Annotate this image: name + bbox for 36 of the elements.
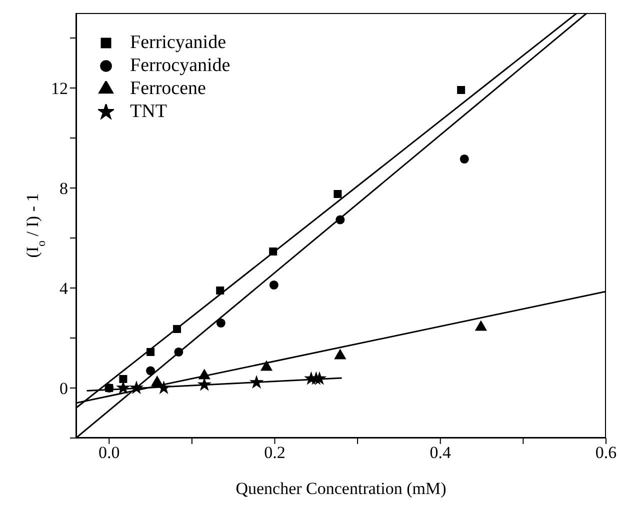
point: [336, 215, 345, 224]
x-tick-label: 0.6: [595, 443, 617, 462]
point: [460, 154, 469, 164]
y-tick-label: 4: [60, 279, 68, 298]
point: [334, 348, 346, 360]
legend-label: Ferrocene: [130, 78, 206, 100]
point: [174, 347, 184, 357]
point: [334, 190, 342, 198]
legend-label: TNT: [130, 100, 167, 122]
point: [260, 360, 273, 371]
x-tick-label: 0.4: [430, 443, 452, 462]
point: [312, 371, 327, 385]
y-tick-label: 12: [51, 79, 68, 98]
x-tick-label: 0.2: [264, 443, 286, 462]
x-axis-title: Quencher Concentration (mM): [236, 479, 446, 498]
point: [198, 368, 210, 380]
y-tick-label: 0: [60, 379, 68, 398]
y-tick-label: 8: [60, 179, 68, 198]
point: [146, 348, 155, 356]
point: [216, 286, 224, 294]
point: [269, 280, 278, 290]
point: [457, 86, 466, 94]
legend-label: Ferricyanide: [130, 32, 226, 54]
point: [269, 248, 278, 256]
point: [216, 318, 226, 328]
point: [156, 380, 171, 394]
point: [129, 380, 144, 394]
point: [197, 377, 212, 391]
x-tick-label: 0.0: [98, 443, 120, 462]
point: [474, 320, 488, 331]
point: [151, 375, 164, 386]
legend-label: Ferrocyanide: [130, 54, 230, 76]
point: [119, 375, 128, 383]
point: [249, 374, 264, 389]
point: [146, 366, 156, 376]
point: [173, 325, 182, 333]
